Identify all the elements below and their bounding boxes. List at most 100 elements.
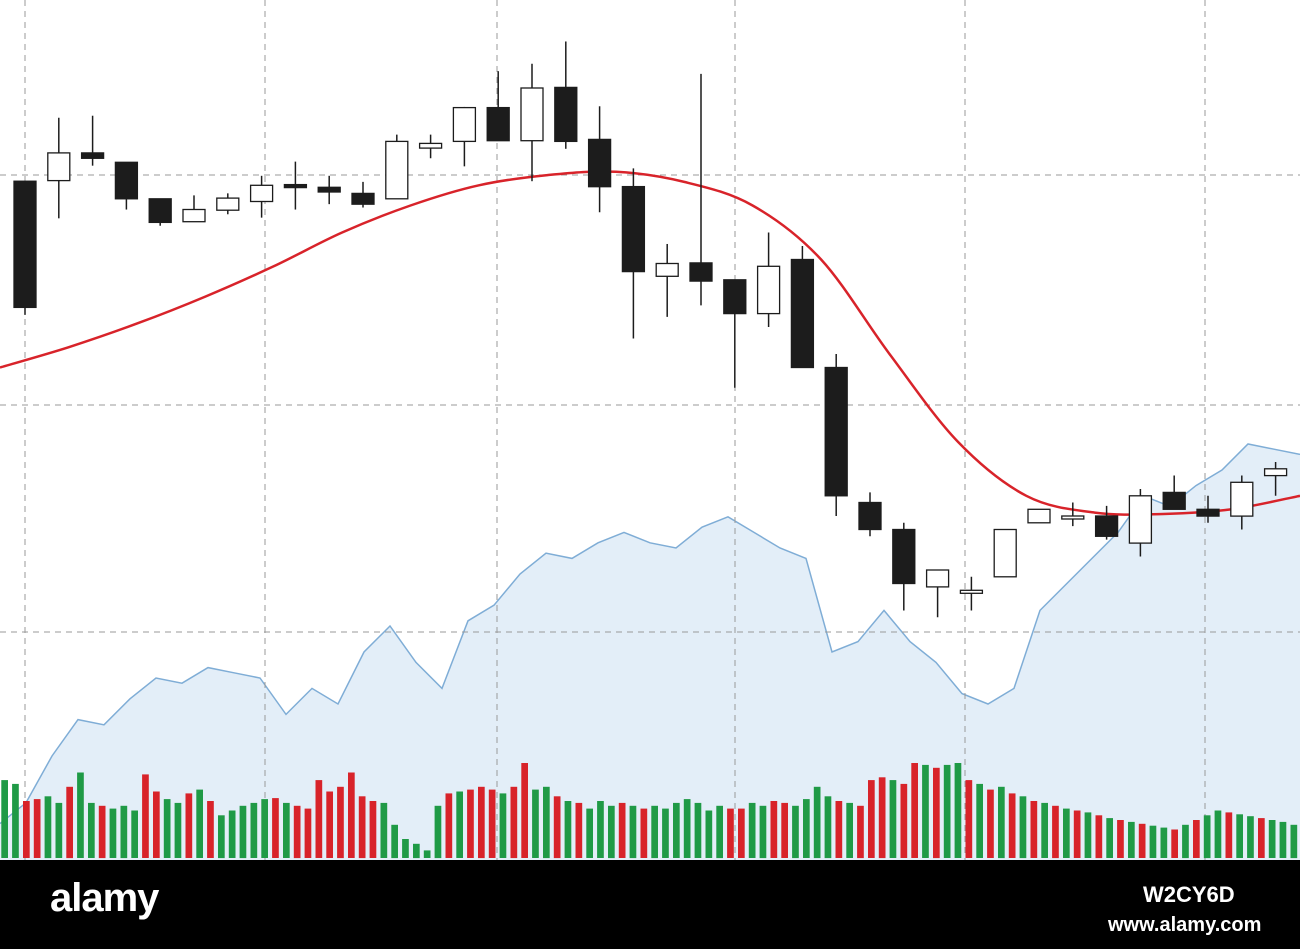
volume-bar (683, 799, 691, 858)
candle-bearish (790, 258, 815, 369)
volume-bar (813, 786, 821, 859)
volume-bar (1019, 796, 1027, 859)
volume-bar (998, 786, 1005, 859)
volume-bar (1073, 810, 1081, 858)
candle-bearish (1094, 515, 1119, 537)
candle-bearish (317, 186, 341, 193)
candle-bullish (756, 265, 781, 315)
volume-bar (705, 810, 713, 858)
volume-bar (499, 793, 507, 858)
volume-bar (163, 799, 171, 858)
volume-bar (131, 810, 138, 858)
candle-bearish (554, 86, 578, 143)
area-line (0, 443, 1300, 825)
volume-bar (781, 802, 788, 858)
volume-bar (965, 780, 973, 858)
volume-bar (1268, 820, 1276, 858)
volume-bar (55, 802, 63, 858)
candles-layer (13, 41, 1288, 618)
volume-bar (1041, 802, 1048, 858)
candle-bearish (858, 501, 882, 531)
volume-bar (293, 805, 301, 859)
alamy-logo: alamy (50, 876, 159, 920)
volume-bar (868, 780, 875, 858)
candle-bearish (486, 106, 510, 142)
candle-bearish (824, 366, 848, 497)
volume-bar (673, 802, 680, 858)
volume-bar (1, 780, 8, 858)
volume-bar (413, 843, 420, 859)
volume-bar (629, 805, 637, 859)
candle-bullish (1061, 515, 1085, 520)
volume-bar (1203, 815, 1211, 859)
volume-bar (66, 786, 73, 859)
grid-layer (0, 0, 1300, 860)
candle-bullish (655, 262, 679, 277)
volume-bar (933, 767, 940, 859)
candle-bearish (1162, 491, 1186, 510)
candle-bearish (351, 192, 375, 205)
volume-bar (738, 808, 745, 858)
candle-bullish (182, 208, 206, 223)
volume-bar (1290, 824, 1298, 859)
volume-bar (456, 791, 463, 858)
volume-bar (748, 802, 756, 858)
volume-bar (651, 805, 658, 859)
candle-bearish (892, 528, 916, 585)
candle-bullish (993, 528, 1017, 578)
volume-bar (120, 805, 128, 859)
area-series-layer (0, 443, 1300, 860)
volume-bar (889, 780, 897, 858)
candle-bullish (520, 87, 544, 142)
volume-bar (976, 783, 983, 858)
volume-bar (586, 808, 593, 858)
volume-bar (1063, 808, 1070, 858)
volume-bar (185, 793, 193, 858)
volume-bar (575, 802, 583, 858)
volume-bar (391, 824, 398, 859)
volume-bar (33, 799, 41, 858)
volume-bar (218, 815, 225, 859)
volume-bar (272, 798, 279, 858)
volume-bar (824, 796, 832, 859)
volume-bar (1160, 827, 1168, 858)
volume-bar (553, 796, 561, 859)
candle-bearish (80, 152, 105, 159)
moving-average-line (0, 170, 1300, 516)
volume-bar (564, 801, 572, 858)
volume-bar (543, 786, 550, 859)
candle-bullish (452, 106, 477, 143)
volume-bar (467, 789, 474, 858)
volume-bar (1171, 829, 1178, 858)
volume-bar (835, 801, 843, 858)
volume-bar (618, 802, 626, 858)
volume-bar (1128, 821, 1135, 858)
volume-bar (44, 796, 52, 859)
candle-bullish (1263, 468, 1288, 477)
volume-bar (1052, 805, 1059, 859)
volume-bar (943, 764, 951, 858)
volume-bar (207, 801, 214, 858)
volume-bar (358, 796, 366, 859)
candle-bullish (1027, 508, 1051, 524)
image-id: W2CY6D (1143, 882, 1235, 907)
volume-bar (1214, 810, 1222, 858)
volume-bar (608, 805, 615, 859)
volume-bar (261, 799, 268, 858)
volume-bar (348, 772, 355, 858)
volume-bar (954, 763, 962, 858)
volume-bar (488, 789, 496, 858)
volume-bar (803, 799, 810, 858)
candle-bullish (959, 589, 984, 594)
volume-bar (478, 786, 485, 859)
volume-bar (694, 802, 702, 858)
volume-bar (283, 802, 290, 858)
volume-bar (1095, 815, 1103, 859)
volume-bar (770, 801, 778, 858)
volume-bar (315, 780, 323, 858)
candle-bearish (13, 180, 37, 309)
volume-bar (174, 802, 182, 858)
candle-bullish (925, 569, 950, 588)
volume-bar (77, 772, 84, 858)
volume-bar (153, 791, 160, 858)
